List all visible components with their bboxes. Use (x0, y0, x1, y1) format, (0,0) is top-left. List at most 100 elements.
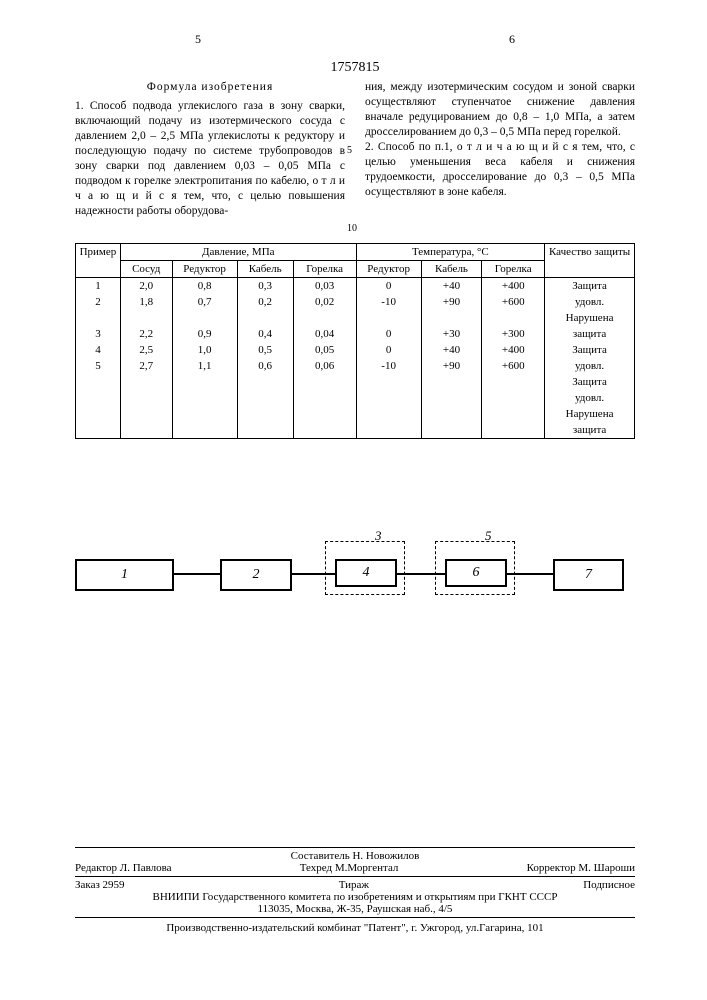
hr-bot (75, 917, 635, 918)
table-cell: -10 (356, 294, 421, 310)
table-cell (421, 390, 482, 406)
table-cell: 0,2 (237, 294, 293, 310)
left-column: Формула изобретения 1. Способ подвода уг… (75, 80, 345, 218)
table-cell: 0 (356, 326, 421, 342)
table-cell (356, 310, 421, 326)
page-content: 5 6 1757815 5 10 Формула изобретения 1. … (75, 60, 635, 619)
table-cell: защита (545, 326, 635, 342)
table-cell: 0,6 (237, 358, 293, 374)
table-cell: 0,02 (293, 294, 356, 310)
th-reduktor2: Редуктор (356, 261, 421, 278)
table-cell (237, 310, 293, 326)
table-cell: 1,0 (172, 342, 237, 358)
table-cell: удовл. (545, 358, 635, 374)
table-cell: Защита (545, 342, 635, 358)
table-cell: 0,5 (237, 342, 293, 358)
right-column: ния, между изотермическим сосудом и зоно… (365, 80, 635, 218)
table-cell (356, 390, 421, 406)
label-3: 3 (375, 528, 382, 544)
table-cell (237, 422, 293, 439)
table-cell: 0,05 (293, 342, 356, 358)
table-cell (172, 422, 237, 439)
table-cell (172, 374, 237, 390)
table-cell (76, 390, 121, 406)
table-cell (76, 310, 121, 326)
table-cell (120, 406, 172, 422)
table-cell (482, 374, 545, 390)
table-cell: 1 (76, 278, 121, 295)
table-cell: 2,5 (120, 342, 172, 358)
prod: Производственно-издательский комбинат "П… (75, 922, 635, 934)
table-cell: 0,06 (293, 358, 356, 374)
table-cell (356, 406, 421, 422)
block-diagram: 1 2 3 4 5 6 7 (75, 529, 635, 619)
th-gorelka1: Горелка (293, 261, 356, 278)
tehred: Техред М.Моргентал (300, 862, 399, 874)
page-number-right: 6 (509, 32, 515, 47)
table-cell (482, 422, 545, 439)
table-cell (421, 406, 482, 422)
table-cell: -10 (356, 358, 421, 374)
table-cell: Защита (545, 374, 635, 390)
table-cell: удовл. (545, 294, 635, 310)
table-cell: 4 (76, 342, 121, 358)
table-cell (293, 390, 356, 406)
table-cell (237, 406, 293, 422)
table-cell: +40 (421, 342, 482, 358)
table-cell (120, 374, 172, 390)
th-quality: Качество защиты (545, 244, 635, 278)
table-cell: защита (545, 422, 635, 439)
table-cell (356, 374, 421, 390)
claims-title: Формула изобретения (75, 80, 345, 95)
table-cell: +600 (482, 358, 545, 374)
table-cell: 0 (356, 342, 421, 358)
table-cell: +600 (482, 294, 545, 310)
table-cell (237, 390, 293, 406)
table-cell: Защита (545, 278, 635, 295)
th-kabel1: Кабель (237, 261, 293, 278)
block-1: 1 (75, 559, 174, 591)
table-cell (293, 422, 356, 439)
table-cell: 0,8 (172, 278, 237, 295)
table-cell (172, 310, 237, 326)
page-number-left: 5 (195, 32, 201, 47)
document-number: 1757815 (75, 60, 635, 76)
table-cell: 0,4 (237, 326, 293, 342)
table-cell: +300 (482, 326, 545, 342)
table-cell: 0,7 (172, 294, 237, 310)
order: Заказ 2959 (75, 879, 125, 891)
table-cell: Нарушена (545, 406, 635, 422)
table-cell (120, 310, 172, 326)
table-cell: 2,7 (120, 358, 172, 374)
table-cell (356, 422, 421, 439)
table-cell: +400 (482, 342, 545, 358)
table-cell (482, 390, 545, 406)
subscription: Подписное (583, 879, 635, 891)
addr: 113035, Москва, Ж-35, Раушская наб., 4/5 (75, 903, 635, 915)
left-text: 1. Способ подвода углекислого газа в зон… (75, 100, 345, 217)
compiler: Составитель Н. Новожилов (75, 850, 635, 862)
table-cell (237, 374, 293, 390)
table-cell: 2,2 (120, 326, 172, 342)
block-2: 2 (220, 559, 292, 591)
tirazh: Тираж (339, 879, 369, 891)
th-primer: Пример (76, 244, 121, 278)
right-text: ния, между изотермическим сосудом и зоно… (365, 81, 635, 198)
table-cell: 0,9 (172, 326, 237, 342)
th-kabel2: Кабель (421, 261, 482, 278)
table-cell: 1,8 (120, 294, 172, 310)
table-cell: Нарушена (545, 310, 635, 326)
table-cell: 5 (76, 358, 121, 374)
table-cell (421, 310, 482, 326)
table-cell: +90 (421, 294, 482, 310)
line-marker-10: 10 (347, 223, 357, 234)
line-marker-5: 5 (347, 145, 352, 156)
table-cell (120, 390, 172, 406)
hr-mid (75, 876, 635, 877)
th-temp: Температура, °C (356, 244, 545, 261)
table-cell (76, 422, 121, 439)
hr-top (75, 847, 635, 848)
data-table: Пример Давление, МПа Температура, °C Кач… (75, 243, 635, 439)
table-cell: +30 (421, 326, 482, 342)
table-cell: +400 (482, 278, 545, 295)
